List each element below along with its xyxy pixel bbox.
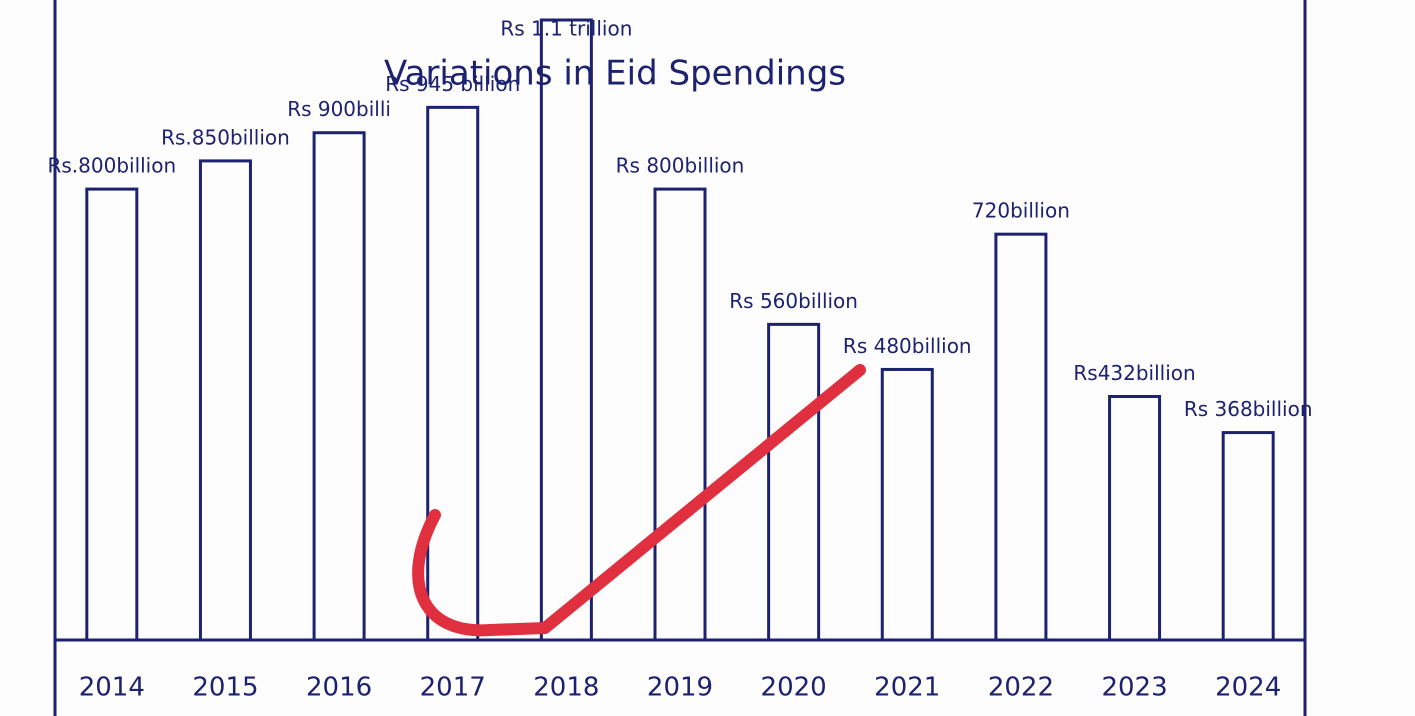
x-tick-label: 2017 bbox=[420, 673, 486, 703]
bar bbox=[653, 187, 707, 642]
value-label: Rs 480billion bbox=[843, 334, 972, 358]
x-tick-label: 2016 bbox=[306, 673, 372, 703]
value-label: Rs.800billion bbox=[47, 154, 176, 178]
value-label: Rs 945 billion bbox=[385, 72, 520, 96]
x-tick-label: 2021 bbox=[874, 673, 940, 703]
bar bbox=[426, 105, 480, 642]
bars: Rs.800billion 2014 Rs.850billion 2015 Rs 900… bbox=[47, 17, 1312, 703]
value-label: Rs 560billion bbox=[729, 289, 858, 313]
value-label: Rs.850billion bbox=[161, 125, 290, 149]
bar bbox=[85, 187, 139, 642]
value-label: Rs 800billion bbox=[616, 154, 745, 178]
bar bbox=[880, 367, 934, 642]
bar bbox=[198, 159, 252, 642]
value-label: Rs 368billion bbox=[1184, 397, 1313, 421]
x-tick-label: 2024 bbox=[1215, 673, 1281, 703]
x-tick-label: 2022 bbox=[988, 673, 1054, 703]
x-tick-label: 2023 bbox=[1101, 673, 1167, 703]
value-label: Rs432billion bbox=[1073, 361, 1195, 385]
x-tick-label: 2018 bbox=[533, 673, 599, 703]
x-tick-label: 2014 bbox=[79, 673, 145, 703]
value-label: Rs 900billi bbox=[287, 97, 391, 121]
bar bbox=[312, 131, 366, 642]
bar bbox=[994, 232, 1048, 642]
check-mark bbox=[412, 364, 866, 637]
bar bbox=[1221, 431, 1275, 642]
value-label: 720billion bbox=[972, 199, 1070, 223]
chart-title: Variations in Eid Spendings bbox=[384, 54, 846, 94]
x-tick-label: 2020 bbox=[761, 673, 827, 703]
bar bbox=[767, 322, 821, 642]
x-tick-label: 2019 bbox=[647, 673, 713, 703]
value-label: Rs 1.1 trillion bbox=[500, 17, 632, 41]
bar bbox=[1108, 395, 1162, 642]
bar bbox=[539, 18, 593, 642]
x-tick-label: 2015 bbox=[192, 673, 258, 703]
